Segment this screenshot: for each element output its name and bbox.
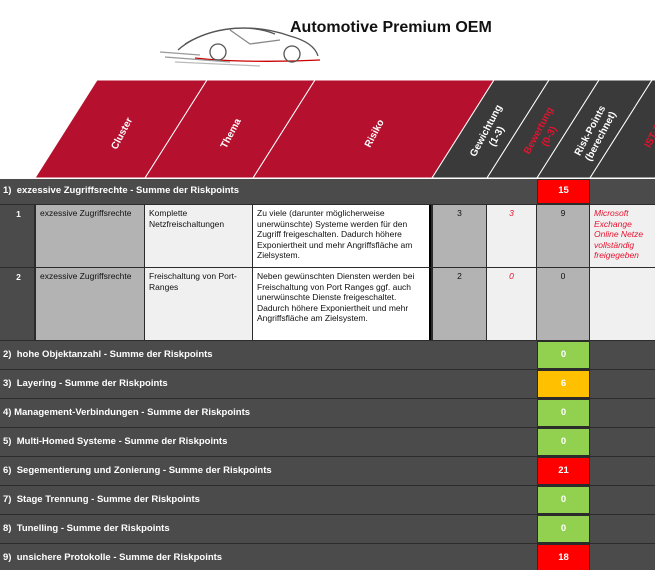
- column-header-bg: [589, 79, 655, 179]
- cluster-cell: exzessive Zugriffsrechte: [36, 205, 144, 267]
- car-logo: [159, 27, 321, 67]
- group-row-end: [590, 428, 655, 456]
- group-row-end: [590, 370, 655, 398]
- bewertung-cell: 3: [487, 205, 536, 267]
- group-row: 8) Tunelling - Summe der Riskpoints: [0, 515, 537, 543]
- row-num: 2: [0, 268, 34, 340]
- cluster-cell: exzessive Zugriffsrechte: [36, 268, 144, 340]
- group-points: 6: [538, 371, 589, 397]
- group-row-end: [590, 486, 655, 514]
- group-row: 1) exzessive Zugriffsrechte - Summe der …: [0, 179, 537, 204]
- risiko-cell: Neben gewünschten Diensten werden bei Fr…: [253, 268, 431, 340]
- group-row: 6) Segementierung und Zonierung - Summe …: [0, 457, 537, 485]
- group-row: 2) hohe Objektanzahl - Summe der Riskpoi…: [0, 341, 537, 369]
- group-row: 4) Management-Verbindungen - Summe der R…: [0, 399, 537, 427]
- group-row-end: [590, 341, 655, 369]
- group-row-end: [590, 544, 655, 570]
- bewertung-cell: 0: [487, 268, 536, 340]
- thema-cell: Komplette Netzfreischaltungen: [145, 205, 252, 267]
- gewichtung-cell: 3: [433, 205, 486, 267]
- points-cell: 0: [537, 268, 589, 340]
- group-row: 3) Layering - Summe der Riskpoints: [0, 370, 537, 398]
- group-points: 15: [538, 180, 589, 203]
- gewichtung-cell: 2: [433, 268, 486, 340]
- group-row-end: [590, 457, 655, 485]
- group-row: 7) Stage Trennung - Summe der Riskpoints: [0, 486, 537, 514]
- group-points: 0: [538, 516, 589, 542]
- group-row-end: [590, 399, 655, 427]
- group-points: 0: [538, 342, 589, 368]
- group-row: 9) unsichere Protokolle - Summe der Risk…: [0, 544, 537, 570]
- group-row-end: [590, 515, 655, 543]
- group-points: 18: [538, 545, 589, 570]
- group-row: 5) Multi-Homed Systeme - Summe der Riskp…: [0, 428, 537, 456]
- points-cell: 9: [537, 205, 589, 267]
- group-points: 0: [538, 400, 589, 426]
- thema-cell: Freischaltung von Port-Ranges: [145, 268, 252, 340]
- ist-cell: [590, 268, 655, 340]
- group-points: 0: [538, 487, 589, 513]
- title: Automotive Premium OEM: [290, 19, 492, 36]
- group-row-end: [590, 179, 655, 204]
- ist-cell: Microsoft Exchange Online Netze vollstän…: [590, 205, 655, 267]
- row-num: 1: [0, 205, 34, 267]
- header: Automotive Premium OEM Cluster Thema Risik…: [34, 19, 655, 179]
- risiko-cell: Zu viele (darunter möglicherweise unerwü…: [253, 205, 431, 267]
- group-points: 21: [538, 458, 589, 484]
- group-points: 0: [538, 429, 589, 455]
